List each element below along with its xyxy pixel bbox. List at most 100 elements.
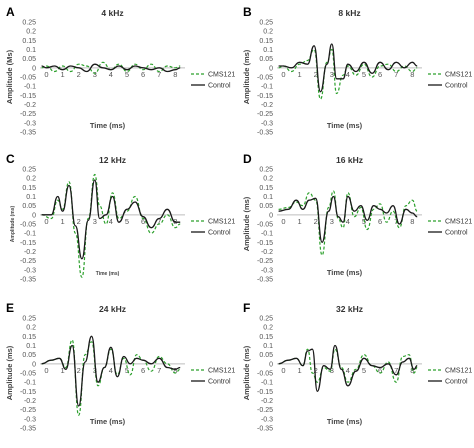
panel-a: A 4 kHz 0.25 0.2 0.15 0.1 0.05 0 -0.05 -0.1 -0.15 -… bbox=[5, 5, 235, 137]
y-tick-label: -0.3 bbox=[261, 267, 273, 274]
y-tick-label: -0.2 bbox=[261, 102, 273, 109]
x-tick-label: 0 bbox=[281, 366, 285, 375]
y-tick-label: -0.35 bbox=[20, 277, 36, 284]
y-tick-label: 0.05 bbox=[22, 352, 36, 359]
y-tick-label: -0.05 bbox=[20, 371, 36, 378]
legend-label-cms121: CMS121 bbox=[445, 72, 472, 79]
panel-letter: A bbox=[6, 5, 15, 19]
y-tick-label: -0.3 bbox=[24, 267, 36, 274]
y-tick-label: 0.15 bbox=[22, 185, 36, 192]
y-tick-label: -0.1 bbox=[261, 84, 273, 91]
y-tick-label: 0.1 bbox=[26, 47, 36, 54]
x-tick-label: 0 bbox=[281, 217, 285, 226]
x-tick-label: 8 bbox=[173, 70, 177, 79]
y-tick-label: 0 bbox=[32, 361, 36, 368]
panel-letter: E bbox=[6, 301, 14, 315]
y-tick-label: 0.1 bbox=[26, 194, 36, 201]
y-tick-label: 0.25 bbox=[259, 167, 273, 174]
x-tick-label: 0 bbox=[44, 70, 48, 79]
y-axis-label: Amplitude (ms) bbox=[242, 196, 251, 251]
y-tick-label: -0.2 bbox=[24, 102, 36, 109]
y-tick-label: -0.3 bbox=[24, 416, 36, 423]
legend-label-control: Control bbox=[208, 230, 231, 237]
series-line-control bbox=[278, 43, 418, 93]
x-axis-label: Time (ms) bbox=[90, 121, 126, 130]
x-tick-label: 1 bbox=[60, 70, 64, 79]
y-axis-label: Amplitude (ms) bbox=[10, 205, 16, 242]
x-tick-label: 4 bbox=[109, 70, 113, 79]
x-tick-label: 6 bbox=[141, 70, 145, 79]
panel-title: 32 kHz bbox=[336, 304, 363, 314]
x-tick-label: 4 bbox=[346, 70, 350, 79]
y-tick-label: 0.15 bbox=[259, 334, 273, 341]
x-tick-label: 4 bbox=[109, 217, 113, 226]
y-tick-label: 0.2 bbox=[263, 176, 273, 183]
series-line-cms121 bbox=[41, 173, 181, 278]
x-tick-label: 8 bbox=[173, 217, 177, 226]
x-tick-label: 1 bbox=[60, 217, 64, 226]
y-tick-label: 0.2 bbox=[26, 325, 36, 332]
y-tick-label: -0.05 bbox=[257, 371, 273, 378]
y-tick-label: 0.05 bbox=[259, 203, 273, 210]
x-tick-label: 6 bbox=[141, 217, 145, 226]
x-tick-label: 5 bbox=[362, 70, 366, 79]
y-tick-label: -0.25 bbox=[257, 111, 273, 118]
y-tick-label: -0.15 bbox=[20, 240, 36, 247]
x-tick-label: 1 bbox=[297, 366, 301, 375]
x-tick-label: 3 bbox=[330, 70, 334, 79]
y-tick-label: -0.35 bbox=[257, 426, 273, 433]
x-tick-label: 4 bbox=[346, 366, 350, 375]
y-tick-label: -0.15 bbox=[257, 240, 273, 247]
y-tick-label: -0.25 bbox=[20, 111, 36, 118]
x-tick-label: 3 bbox=[330, 366, 334, 375]
panel-d: D 16 kHz 0.25 0.2 0.15 0.1 0.05 0 -0.05 -0.1 -0.15… bbox=[242, 152, 472, 284]
x-tick-label: 8 bbox=[173, 366, 177, 375]
y-tick-label: -0.05 bbox=[257, 222, 273, 229]
y-tick-label: -0.35 bbox=[20, 426, 36, 433]
legend-label-control: Control bbox=[445, 83, 468, 90]
x-tick-label: 5 bbox=[362, 366, 366, 375]
x-tick-label: 3 bbox=[93, 217, 97, 226]
y-tick-label: -0.1 bbox=[261, 380, 273, 387]
legend-label-control: Control bbox=[445, 379, 468, 386]
y-tick-label: -0.15 bbox=[20, 93, 36, 100]
y-tick-label: -0.25 bbox=[257, 407, 273, 414]
x-tick-label: 6 bbox=[378, 217, 382, 226]
y-tick-label: -0.15 bbox=[257, 93, 273, 100]
x-tick-label: 1 bbox=[297, 217, 301, 226]
y-tick-label: 0.15 bbox=[22, 334, 36, 341]
y-tick-label: -0.05 bbox=[20, 75, 36, 82]
y-tick-label: -0.3 bbox=[261, 120, 273, 127]
x-tick-label: 6 bbox=[378, 70, 382, 79]
legend-label-cms121: CMS121 bbox=[208, 72, 235, 79]
y-tick-label: 0.05 bbox=[22, 56, 36, 63]
y-tick-label: 0.05 bbox=[259, 352, 273, 359]
panel-letter: D bbox=[243, 152, 252, 166]
y-tick-label: -0.15 bbox=[20, 389, 36, 396]
y-tick-label: 0.2 bbox=[26, 176, 36, 183]
legend-label-control: Control bbox=[208, 83, 231, 90]
x-tick-label: 8 bbox=[410, 70, 414, 79]
x-tick-label: 7 bbox=[394, 217, 398, 226]
x-tick-label: 3 bbox=[330, 217, 334, 226]
x-tick-label: 8 bbox=[410, 217, 414, 226]
y-tick-label: 0.15 bbox=[259, 38, 273, 45]
panel-title: 4 kHz bbox=[101, 8, 123, 18]
y-tick-label: 0.05 bbox=[22, 203, 36, 210]
y-tick-label: -0.2 bbox=[261, 249, 273, 256]
legend-label-cms121: CMS121 bbox=[445, 219, 472, 226]
y-tick-label: -0.25 bbox=[20, 258, 36, 265]
y-tick-label: -0.2 bbox=[261, 398, 273, 405]
panel-title: 8 kHz bbox=[338, 8, 360, 18]
y-tick-label: 0.25 bbox=[22, 167, 36, 174]
y-axis-label: Amplitude (Ms) bbox=[5, 49, 14, 104]
y-tick-label: -0.15 bbox=[257, 389, 273, 396]
x-tick-label: 0 bbox=[281, 70, 285, 79]
y-tick-label: 0 bbox=[32, 65, 36, 72]
series-line-control bbox=[278, 195, 418, 243]
y-tick-label: -0.1 bbox=[24, 231, 36, 238]
y-axis-label: Amplitude (ms) bbox=[242, 345, 251, 400]
x-tick-label: 2 bbox=[77, 70, 81, 79]
legend-label-cms121: CMS121 bbox=[208, 219, 235, 226]
